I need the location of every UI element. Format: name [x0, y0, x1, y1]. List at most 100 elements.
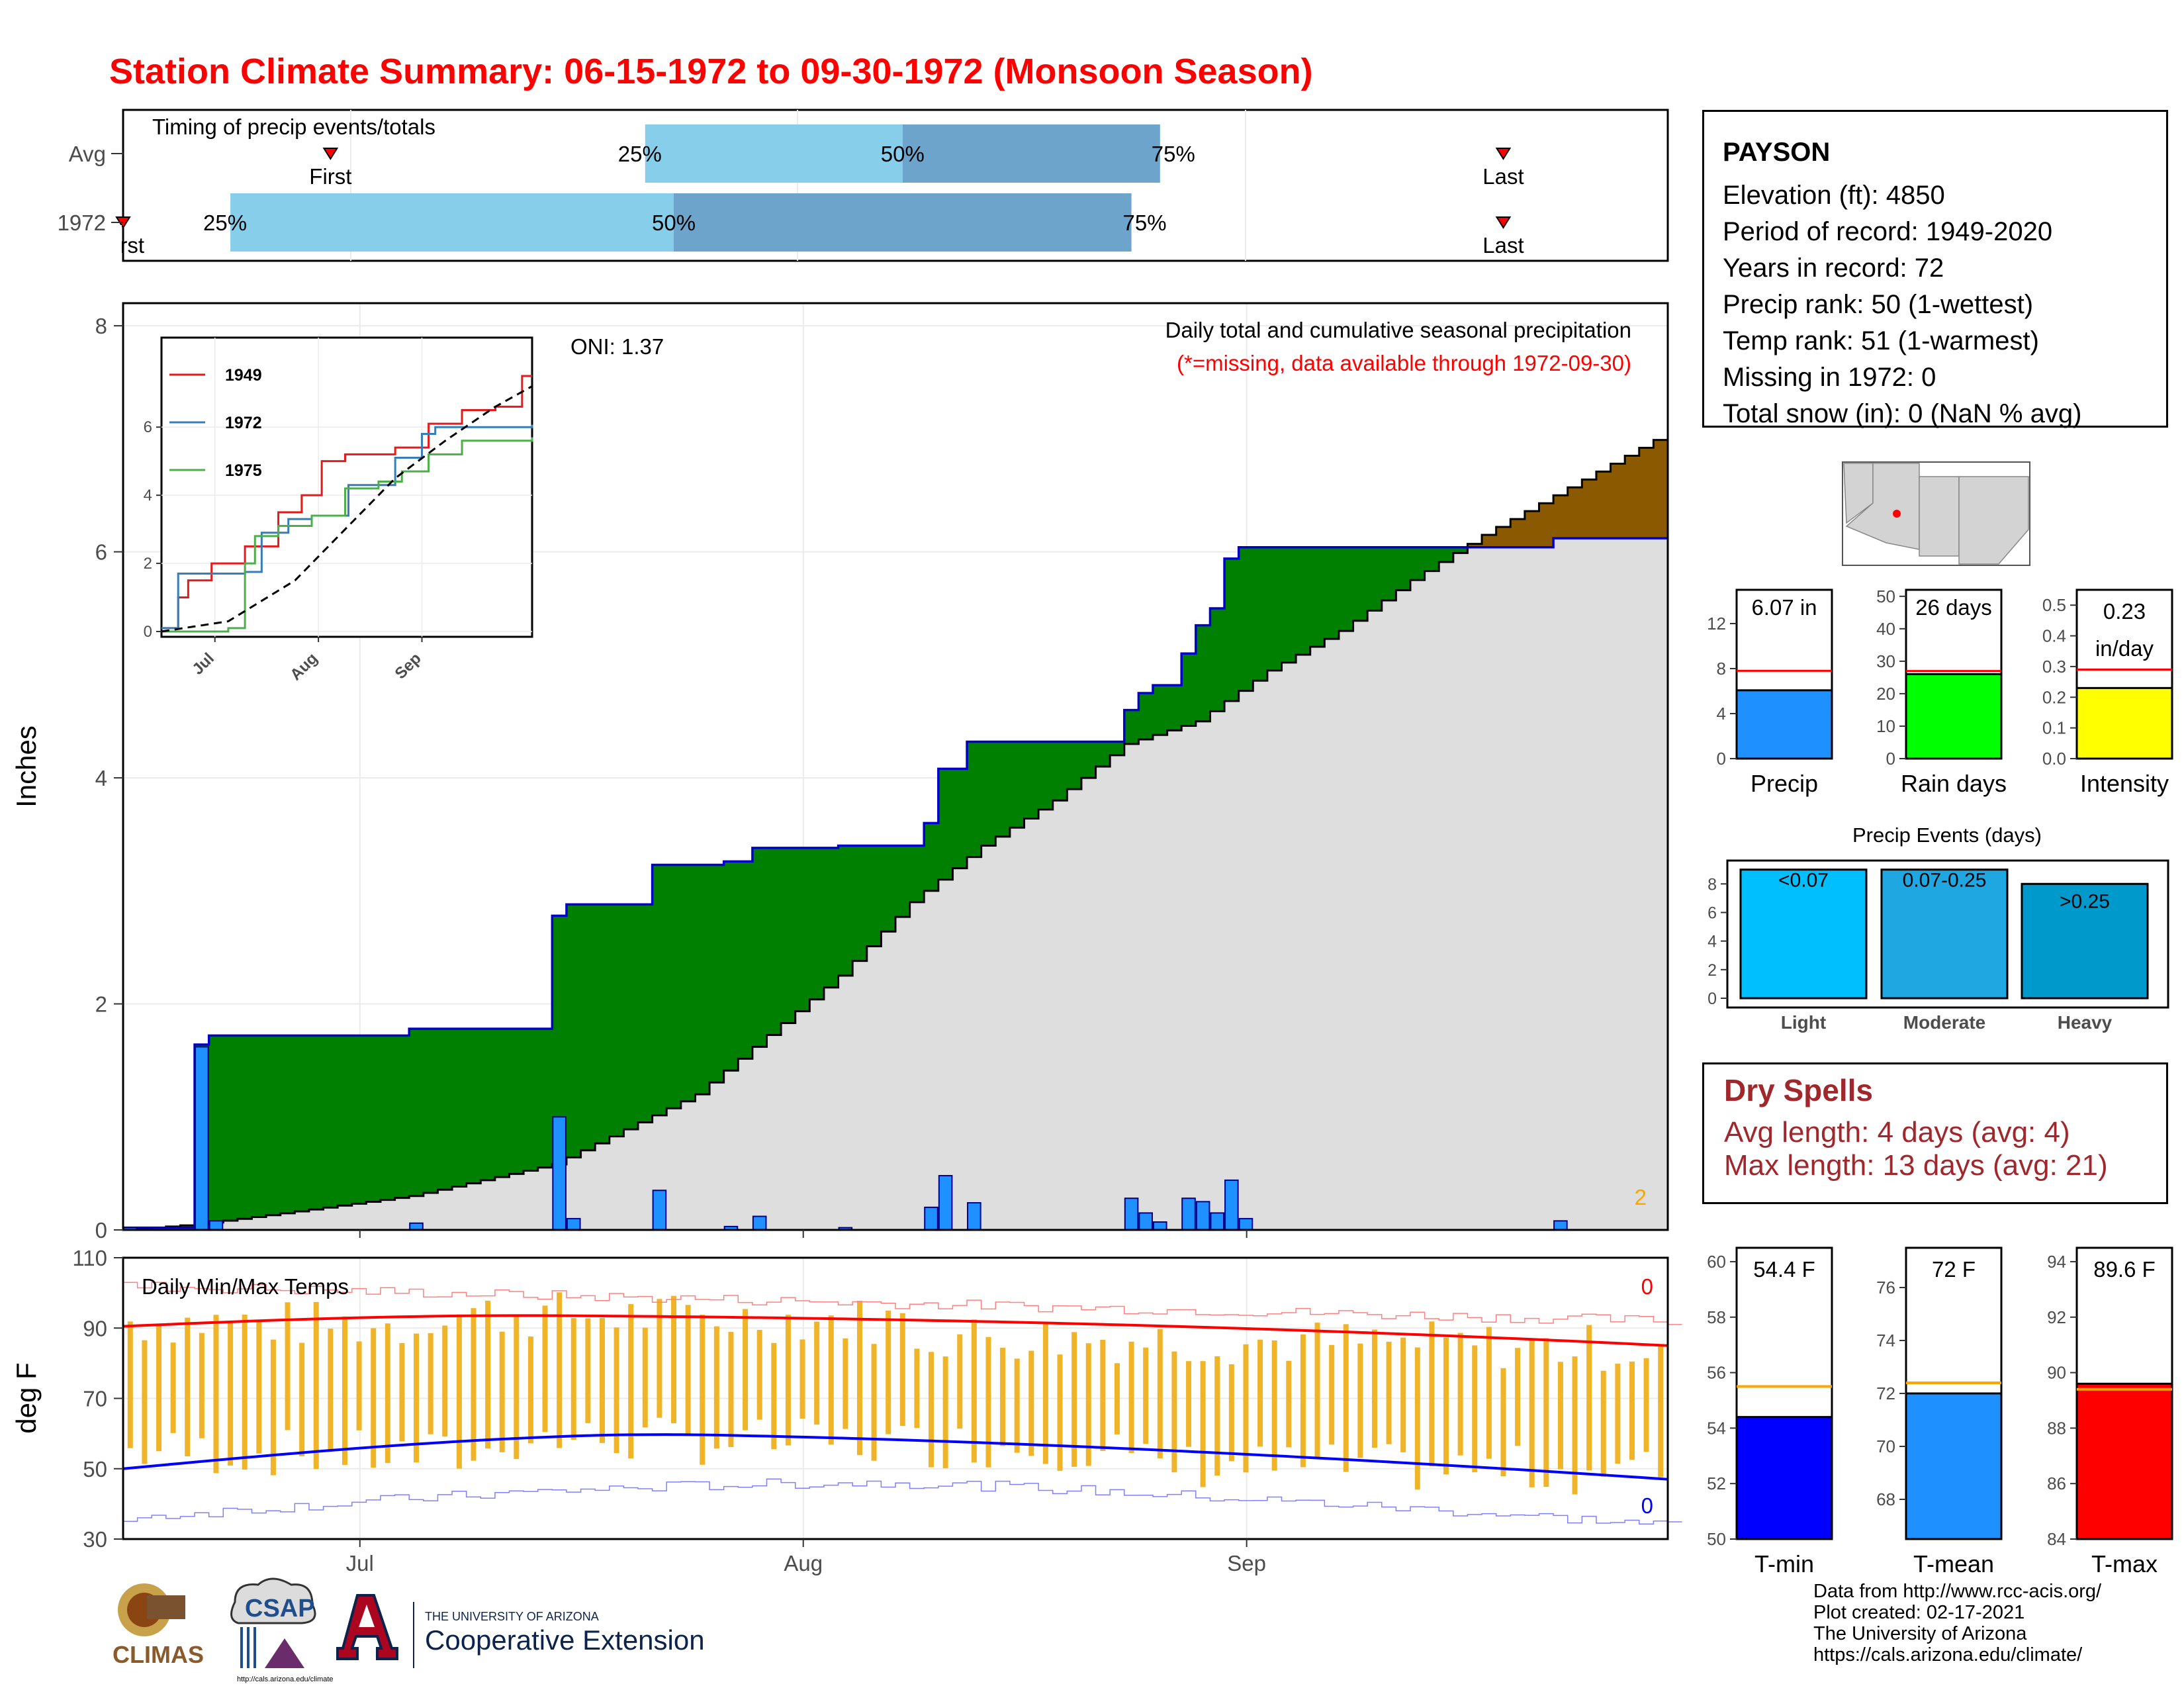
daily-precip-bar	[1210, 1212, 1225, 1231]
cumulative-base-area	[1310, 647, 1325, 1230]
above-average-area	[1338, 547, 1354, 632]
daily-temp-range-bar	[957, 1334, 963, 1429]
temp-summary-y-tick-label: 94	[2047, 1252, 2066, 1272]
last-event-marker	[1495, 148, 1512, 160]
above-average-area	[394, 1035, 410, 1198]
temp-y-tick-label: 50	[83, 1457, 107, 1481]
daily-temp-range-bar	[1171, 1351, 1177, 1473]
timing-bar-q1	[230, 193, 674, 252]
daily-temp-range-bar	[1529, 1338, 1535, 1487]
above-average-area	[381, 1035, 396, 1200]
timing-pct-75: 75%	[1123, 211, 1167, 235]
cumulative-base-area	[1296, 654, 1311, 1230]
daily-temp-range-bar	[199, 1333, 205, 1438]
temp-summary-y-tick-label: 54	[1707, 1418, 1726, 1438]
events-y-tick-label: 4	[1707, 933, 1717, 951]
daily-temp-range-bar	[170, 1342, 176, 1433]
above-average-area	[1009, 741, 1025, 828]
above-average-area	[881, 845, 896, 932]
cumulative-base-area	[723, 1070, 739, 1230]
cumulative-base-area	[1482, 547, 1497, 1230]
cumulative-base-area	[1153, 735, 1168, 1230]
daily-temp-range-bar	[185, 1317, 191, 1457]
daily-precip-bar	[1553, 1220, 1568, 1231]
timing-label: Timing of precip events/totals	[152, 115, 435, 139]
event-bin-label: >0.25	[2060, 890, 2110, 912]
station-missing: Missing in 1972: 0	[1723, 363, 1936, 392]
cumulative-base-area	[1095, 767, 1111, 1230]
cumulative-base-area	[1110, 755, 1125, 1230]
daily-temp-range-bar	[1429, 1321, 1435, 1466]
daily-temp-range-bar	[599, 1318, 605, 1443]
last-event-marker	[1495, 216, 1512, 229]
rain_days-summary-chart: 26 days 0 10 20 30 40 50 Rain days	[1876, 586, 2007, 797]
cumulative-base-area	[523, 1170, 539, 1230]
above-average-area	[1067, 741, 1082, 790]
summary-label: Rain days	[1901, 770, 2007, 797]
event-category-label: Light	[1781, 1012, 1826, 1033]
cumulative-base-area	[1067, 789, 1082, 1230]
cumulative-base-area	[338, 1205, 353, 1230]
summary-value-text: 26 days	[1915, 595, 1992, 620]
above-average-area	[1381, 547, 1396, 601]
summary-value-bar	[1905, 673, 2003, 760]
cumulative-base-area	[1539, 547, 1554, 1230]
cumulative-base-area	[1009, 827, 1025, 1230]
summary-bar-charts: 6.07 in 0 4 8 12 Precip 26 days 0 10 20 30 40 50 Rain…	[1707, 586, 2173, 797]
cumulative-base-area	[1453, 553, 1469, 1230]
daily-temp-range-bar	[1586, 1325, 1592, 1471]
timing-row-label: 1972	[58, 211, 106, 235]
average-cumulative-line	[123, 439, 1668, 1231]
cumulative-base-area	[1396, 590, 1411, 1230]
summary-y-tick-label: 0.0	[2042, 749, 2066, 769]
above-average-area	[623, 904, 639, 1130]
cumulative-base-area	[366, 1201, 381, 1230]
daily-temp-range-bar	[1300, 1334, 1306, 1468]
summary-y-tick-label: 20	[1876, 684, 1895, 704]
daily-precip-bar	[924, 1206, 938, 1231]
cumulative-base-area	[466, 1183, 481, 1230]
cumulative-base-area	[1639, 538, 1654, 1230]
daily-temp-range-bar	[341, 1316, 347, 1465]
event-bin-label: 0.07-0.25	[1903, 870, 1987, 892]
events-y-tick-label: 6	[1707, 904, 1717, 922]
daily-temp-range-bar	[1543, 1338, 1549, 1487]
summary-y-tick-label: 0.1	[2042, 718, 2066, 738]
daily-temp-range-bar	[127, 1321, 133, 1448]
above-average-area	[1238, 547, 1253, 691]
footer-url: https://cals.arizona.edu/climate/	[1813, 1644, 2083, 1665]
cumulative-base-area	[1596, 538, 1612, 1230]
daily-precip-bar	[195, 1046, 209, 1231]
record-max-temp-line	[123, 1282, 1682, 1325]
above-average-area	[1453, 547, 1469, 553]
summary-value-bar	[2075, 686, 2173, 760]
location-map	[1842, 461, 2030, 566]
cumulative-base-area	[995, 836, 1011, 1230]
daily-temp-range-bar	[570, 1318, 576, 1440]
above-average-area	[924, 823, 939, 891]
above-average-area	[738, 861, 753, 1059]
below-average-area	[1496, 527, 1511, 547]
daily-temp-range-bar	[642, 1327, 648, 1428]
above-average-area	[509, 1029, 524, 1174]
cumulative-base-area	[1625, 538, 1640, 1230]
above-average-area	[323, 1035, 338, 1208]
daily-temp-range-bar	[899, 1313, 905, 1427]
cumulative-base-area	[394, 1197, 410, 1230]
oni-label: ONI: 1.37	[570, 334, 664, 359]
cumulative-base-area	[1224, 700, 1240, 1230]
csap-url: http://cals.arizona.edu/climate	[237, 1675, 334, 1683]
precip-y-tick-label: 8	[95, 314, 107, 338]
daily-temp-range-bar	[856, 1300, 862, 1456]
cumulative-base-area	[752, 1047, 768, 1230]
daily-temp-range-bar	[514, 1316, 520, 1460]
timing-pct-25: 25%	[618, 142, 662, 166]
inset-series-1975	[161, 437, 533, 633]
above-average-area	[1153, 685, 1168, 735]
cumulative-base-area	[623, 1129, 639, 1230]
daily-temp-range-bar	[1658, 1344, 1664, 1477]
above-average-area	[1353, 547, 1368, 621]
daily-temp-range-bar	[1100, 1340, 1106, 1452]
daily-temp-range-bar	[1286, 1360, 1292, 1448]
cumulative-base-area	[1267, 670, 1283, 1230]
